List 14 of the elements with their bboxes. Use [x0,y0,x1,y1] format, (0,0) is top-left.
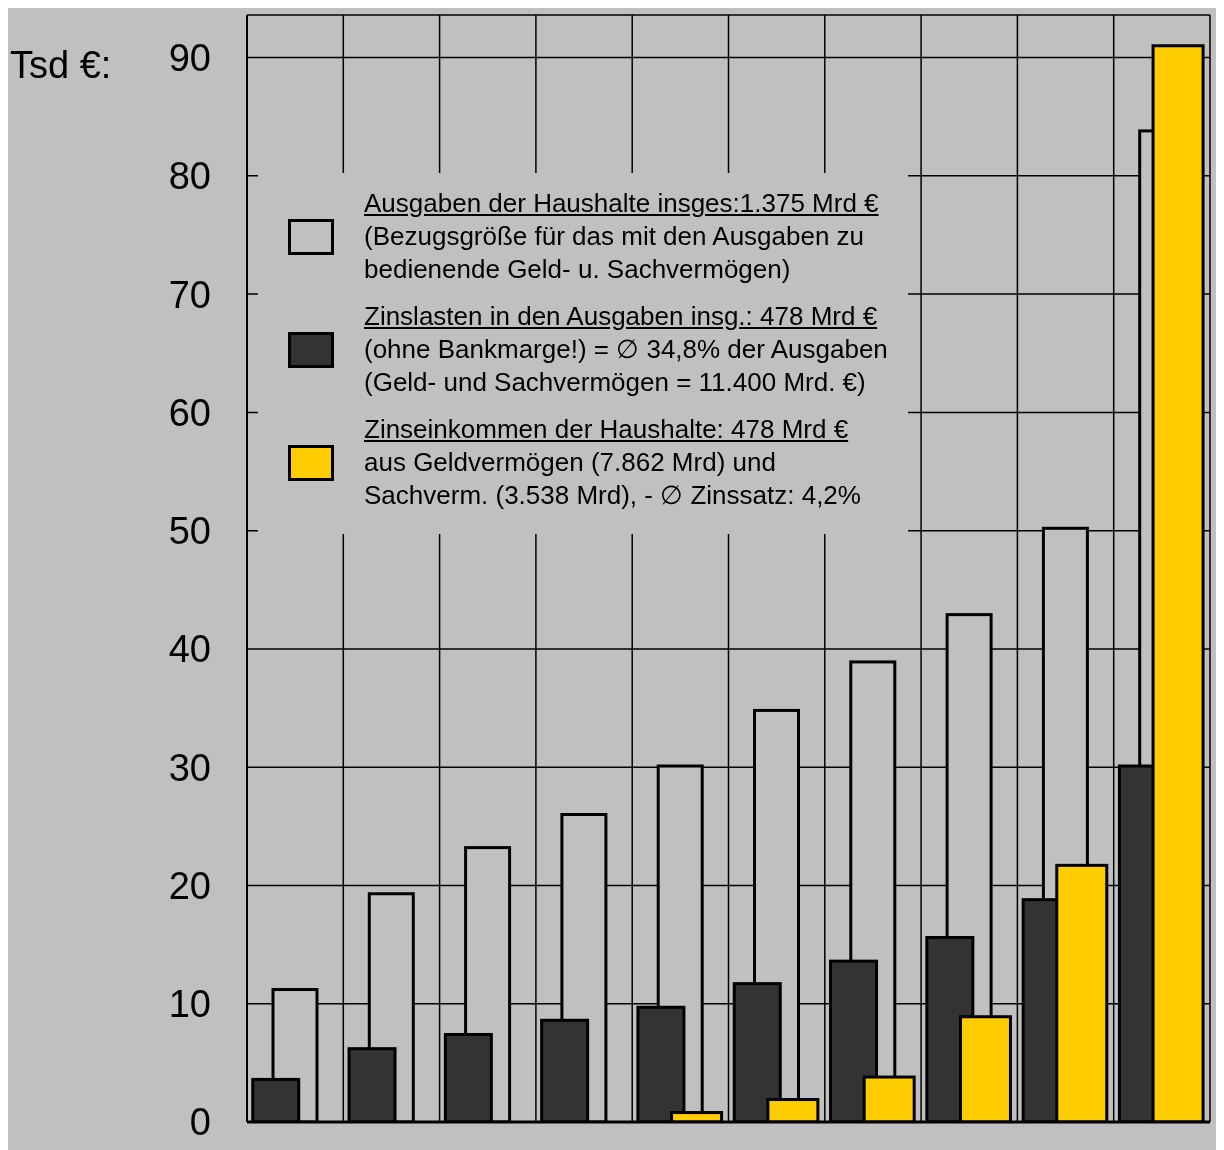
y-tick-label: 30 [168,746,211,789]
y-tick-label: 90 [168,37,211,80]
y-tick-label: 70 [168,273,211,316]
legend-label: Zinslasten in den Ausgaben insg.: 478 Mrd € (ohne Bankmarge!) = ∅ 34,8% der Ausgaben (Geld- und Sachvermögen = 11.400 Mrd. €) [364,300,888,399]
legend-label: Ausgaben der Haushalte insges:1.375 Mrd € (Bezugsgröße für das mit den Ausgaben zu bedienende Geld- u. Sachvermögen) [364,187,879,286]
y-tick-label: 40 [168,628,211,671]
y-tick-label: 60 [168,391,211,434]
legend-label: Zinseinkommen der Haushalte: 478 Mrd € aus Geldvermögen (7.862 Mrd) und Sachverm. (3.538 Mrd), - ∅ Zinssatz: 4,2% [364,413,861,512]
y-tick-label: 50 [168,510,211,553]
y-tick-label: 10 [168,983,211,1026]
y-tick-label: 20 [168,864,211,907]
y-axis-title: Tsd €: [10,44,112,87]
y-tick-label: 0 [189,1101,211,1144]
y-tick-label: 80 [168,155,211,198]
